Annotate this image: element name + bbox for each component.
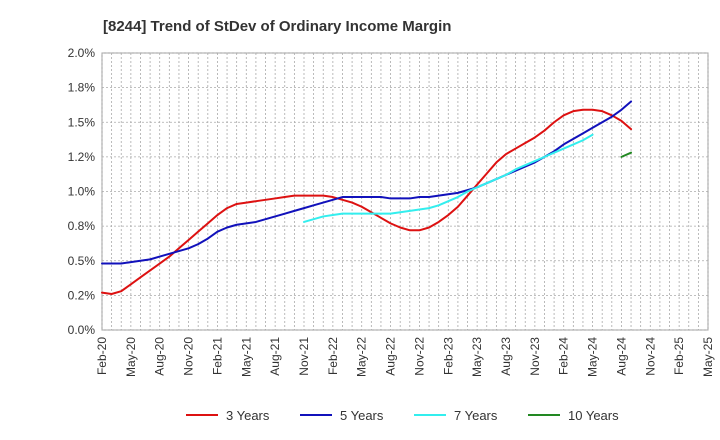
x-tick-label: Aug-20: [153, 337, 167, 376]
legend-label: 5 Years: [340, 408, 384, 423]
x-tick-label: Nov-22: [412, 337, 426, 376]
x-tick-label: Feb-23: [441, 337, 455, 375]
y-tick-label: 1.5%: [68, 115, 96, 129]
x-tick-label: Feb-20: [95, 337, 109, 375]
y-tick-label: 0.8%: [68, 219, 96, 233]
x-tick-label: Feb-21: [210, 337, 224, 375]
x-tick-label: May-23: [470, 337, 484, 377]
x-tick-label: Aug-22: [384, 337, 398, 376]
legend-label: 7 Years: [454, 408, 498, 423]
series-line-3-years: [101, 108, 633, 295]
plot-area: [101, 52, 709, 331]
x-tick-label: May-21: [239, 337, 253, 377]
x-tick-label: Aug-24: [614, 337, 628, 376]
x-tick-label: May-22: [355, 337, 369, 377]
x-tick-label: Nov-21: [297, 337, 311, 376]
chart-title: [8244] Trend of StDev of Ordinary Income…: [103, 18, 451, 35]
x-tick-label: May-20: [124, 337, 138, 377]
legend-item: 10 Years: [528, 408, 619, 423]
legend-item: 7 Years: [414, 408, 498, 423]
y-tick-label: 0.5%: [68, 254, 96, 268]
x-tick-label: Nov-20: [182, 337, 196, 376]
y-axis-ticks: 0.0% 0.2% 0.5% 0.8% 1.0% 1.2% 1.5% 1.8% 2.0%: [68, 46, 96, 337]
x-tick-label: Aug-21: [268, 337, 282, 376]
x-tick-label: May-24: [586, 337, 600, 377]
y-tick-label: 1.8%: [68, 81, 96, 95]
x-tick-label: Feb-24: [557, 337, 571, 375]
x-tick-label: May-25: [701, 337, 715, 377]
y-tick-label: 0.0%: [68, 323, 96, 337]
legend-item: 3 Years: [186, 408, 270, 423]
x-axis-ticks: Feb-20 May-20 Aug-20 Nov-20 Feb-21 May-21 Aug-…: [95, 337, 715, 377]
x-tick-label: Nov-24: [643, 337, 657, 376]
legend-item: 5 Years: [300, 408, 384, 423]
x-tick-label: Aug-23: [499, 337, 513, 376]
series-line-10-years: [620, 151, 633, 158]
series-line-7-years: [303, 133, 594, 223]
legend-label: 10 Years: [568, 408, 619, 423]
y-tick-label: 2.0%: [68, 46, 96, 60]
legend: 3 Years 5 Years 7 Years 10 Years: [186, 408, 619, 423]
y-tick-label: 1.2%: [68, 150, 96, 164]
x-tick-label: Nov-23: [528, 337, 542, 376]
y-tick-label: 1.0%: [68, 185, 96, 199]
legend-label: 3 Years: [226, 408, 270, 423]
grid-lines: [101, 52, 709, 331]
x-tick-label: Feb-25: [672, 337, 686, 375]
series-layer: [101, 100, 633, 295]
plot-frame: [101, 52, 709, 331]
y-tick-label: 0.2%: [68, 288, 96, 302]
x-tick-label: Feb-22: [326, 337, 340, 375]
